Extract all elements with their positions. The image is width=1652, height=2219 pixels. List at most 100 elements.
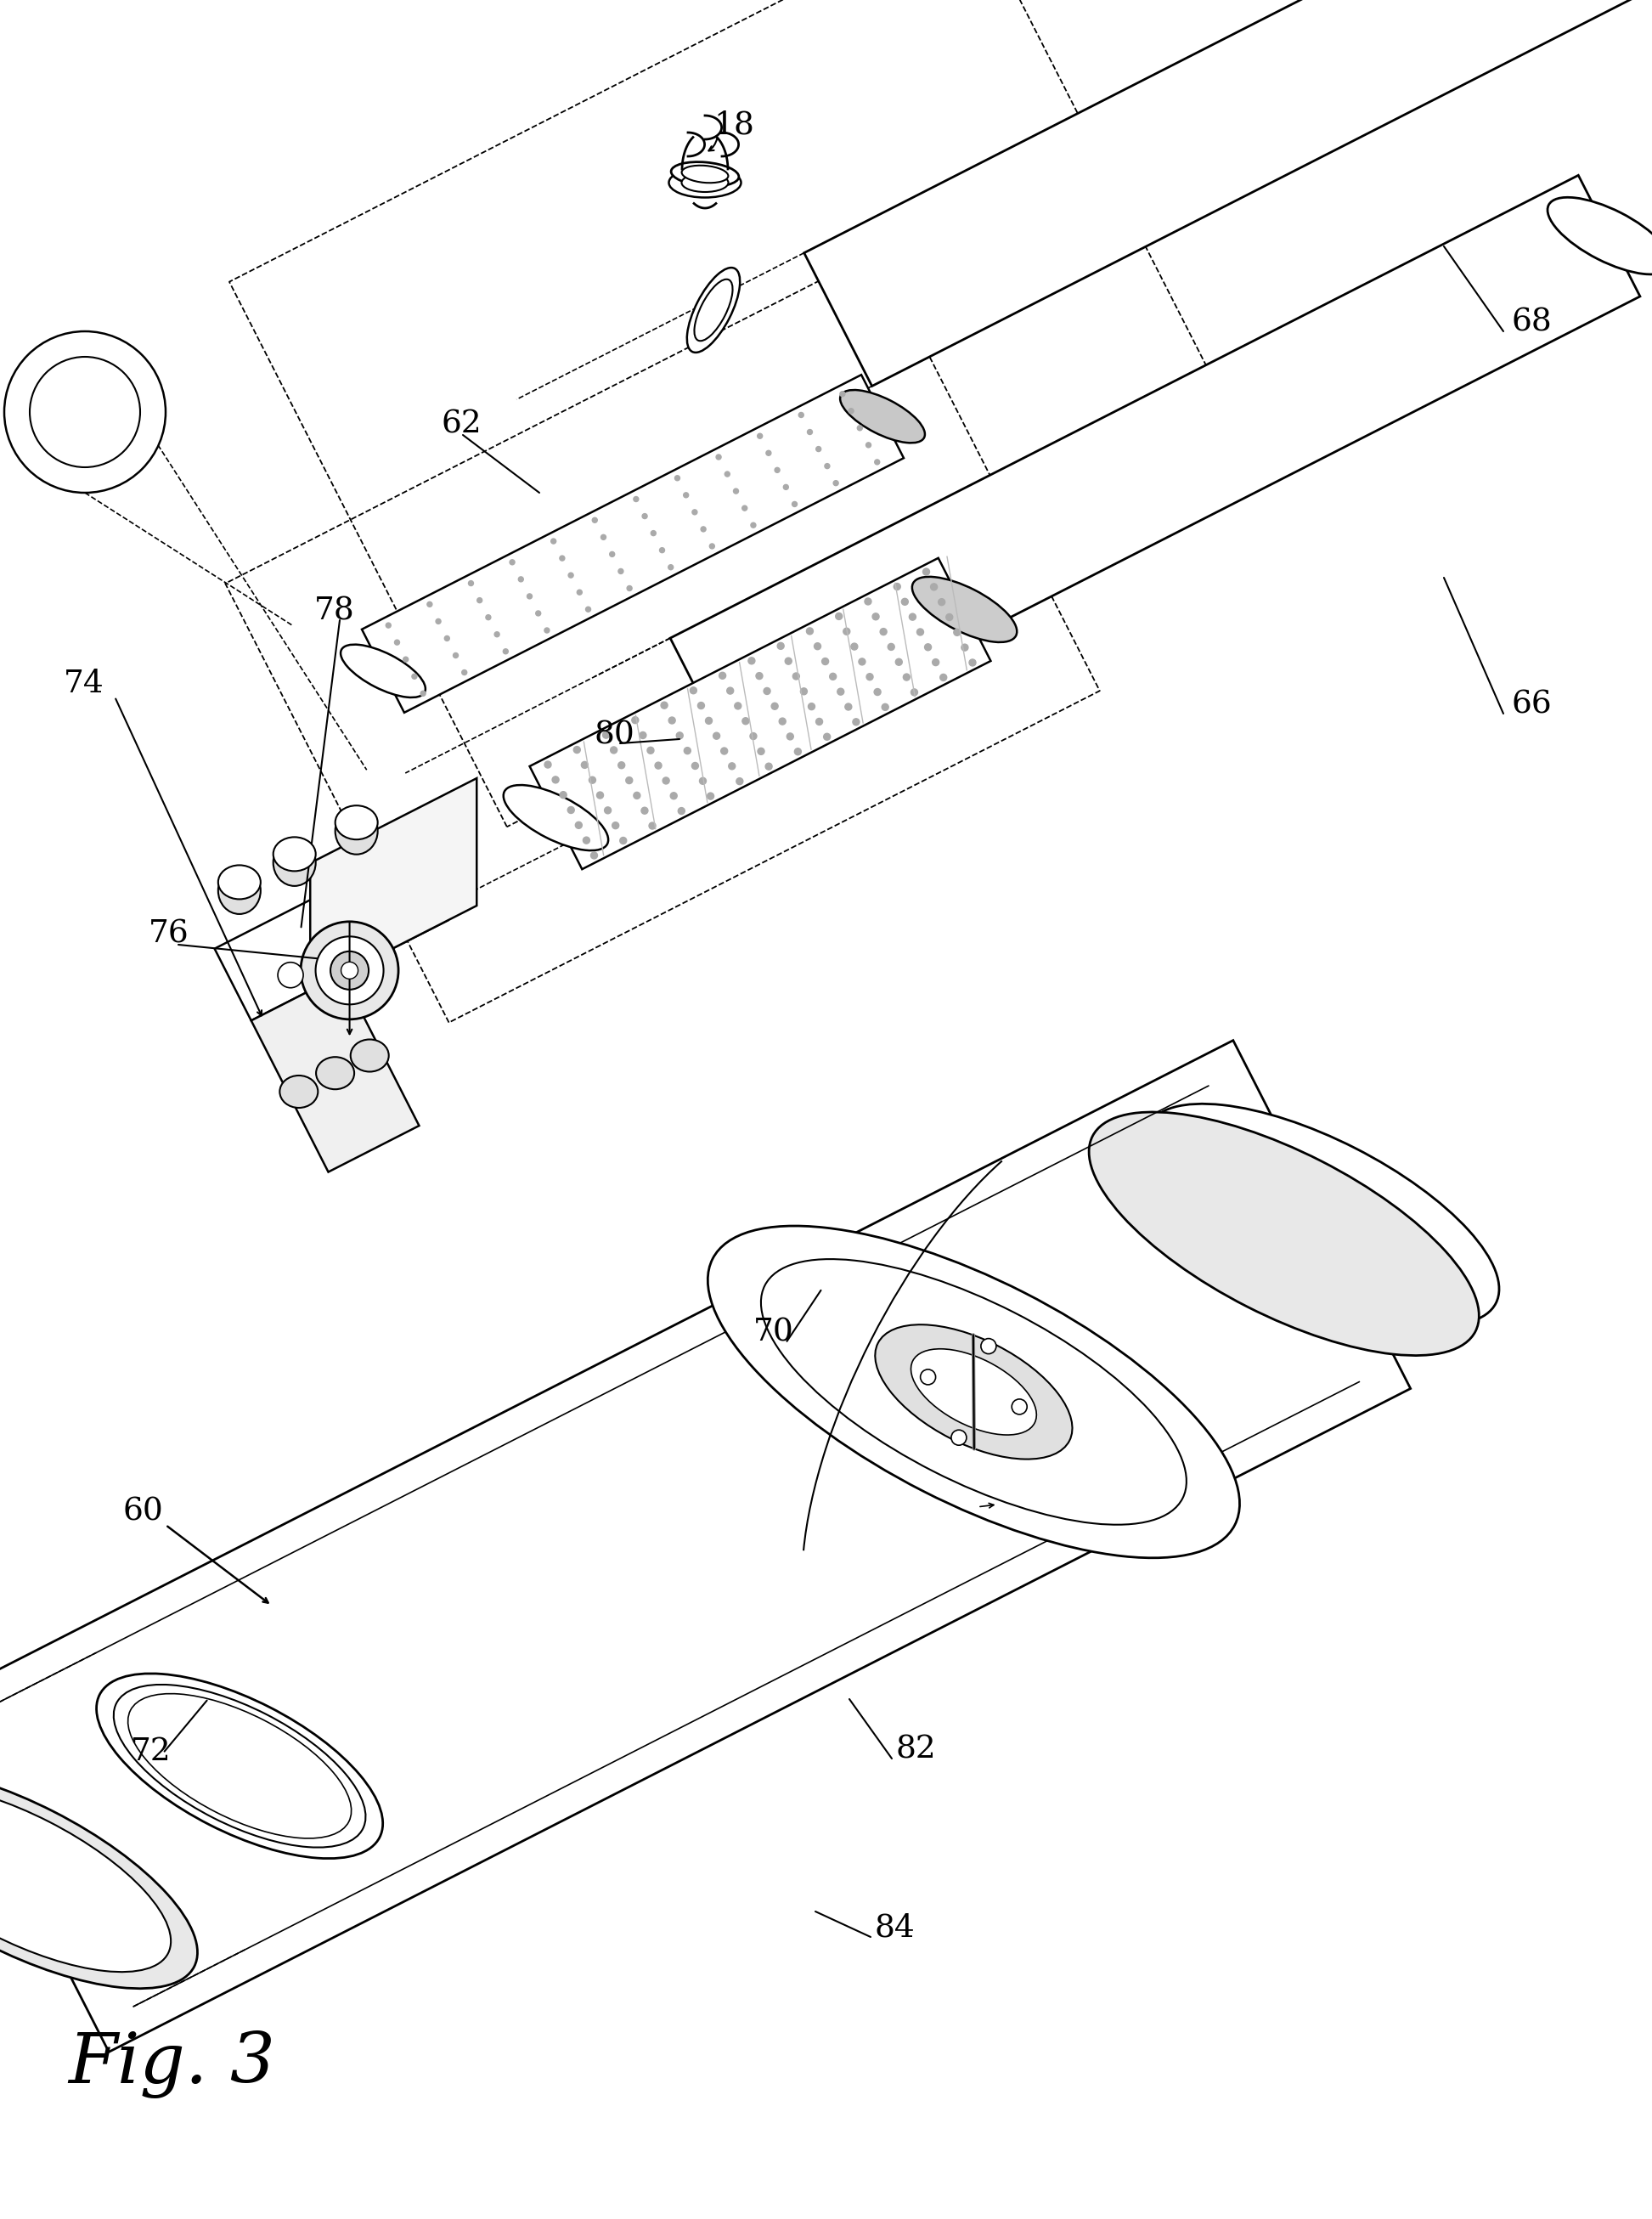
Circle shape xyxy=(778,644,785,650)
Circle shape xyxy=(866,672,874,681)
Ellipse shape xyxy=(316,936,383,1005)
Circle shape xyxy=(403,657,408,661)
Circle shape xyxy=(560,792,567,799)
Ellipse shape xyxy=(340,644,426,697)
Ellipse shape xyxy=(335,808,378,854)
Ellipse shape xyxy=(335,805,378,839)
Circle shape xyxy=(824,464,829,468)
Text: 84: 84 xyxy=(876,1913,915,1944)
Circle shape xyxy=(590,777,596,783)
Circle shape xyxy=(930,584,937,590)
Circle shape xyxy=(932,659,938,666)
Ellipse shape xyxy=(127,1693,352,1837)
Circle shape xyxy=(603,732,610,739)
Circle shape xyxy=(785,657,791,663)
Circle shape xyxy=(684,748,691,754)
Circle shape xyxy=(552,777,558,783)
Circle shape xyxy=(618,568,623,575)
Circle shape xyxy=(851,644,857,650)
Circle shape xyxy=(428,601,433,606)
Circle shape xyxy=(806,628,813,635)
Circle shape xyxy=(586,606,591,612)
Circle shape xyxy=(737,779,743,786)
Circle shape xyxy=(750,524,757,528)
Circle shape xyxy=(626,777,633,783)
Ellipse shape xyxy=(910,1349,1036,1436)
Ellipse shape xyxy=(1145,1103,1498,1325)
Ellipse shape xyxy=(669,169,742,197)
Circle shape xyxy=(613,821,620,830)
Ellipse shape xyxy=(279,1076,317,1107)
Circle shape xyxy=(857,426,862,430)
Ellipse shape xyxy=(340,963,358,979)
Circle shape xyxy=(874,688,881,695)
Circle shape xyxy=(411,675,416,679)
Circle shape xyxy=(477,597,482,604)
Circle shape xyxy=(709,544,715,548)
Ellipse shape xyxy=(876,1325,1072,1460)
Circle shape xyxy=(633,497,639,501)
Circle shape xyxy=(733,488,738,493)
Circle shape xyxy=(917,628,923,635)
Circle shape xyxy=(821,659,829,666)
Circle shape xyxy=(829,672,836,679)
Text: 62: 62 xyxy=(441,411,482,439)
Circle shape xyxy=(872,612,879,619)
Circle shape xyxy=(504,648,509,655)
Ellipse shape xyxy=(301,921,398,1019)
Circle shape xyxy=(631,717,639,723)
Text: 68: 68 xyxy=(1512,308,1553,337)
Circle shape xyxy=(692,763,699,770)
Circle shape xyxy=(387,624,392,628)
Circle shape xyxy=(671,792,677,799)
Circle shape xyxy=(527,595,532,599)
Polygon shape xyxy=(805,0,1652,386)
Circle shape xyxy=(757,433,763,439)
Ellipse shape xyxy=(0,1784,170,1973)
Circle shape xyxy=(692,510,697,515)
Circle shape xyxy=(705,717,712,723)
Circle shape xyxy=(895,659,902,666)
Circle shape xyxy=(453,652,458,659)
Ellipse shape xyxy=(841,391,925,444)
Circle shape xyxy=(940,675,947,681)
Polygon shape xyxy=(311,779,477,990)
Circle shape xyxy=(844,703,852,710)
Polygon shape xyxy=(0,1041,1411,2053)
Ellipse shape xyxy=(762,1258,1186,1524)
Circle shape xyxy=(568,808,575,814)
Polygon shape xyxy=(362,375,904,712)
Circle shape xyxy=(535,610,540,617)
Circle shape xyxy=(786,732,793,739)
Circle shape xyxy=(676,732,682,739)
Ellipse shape xyxy=(273,839,316,885)
Circle shape xyxy=(836,612,843,619)
Circle shape xyxy=(643,513,648,519)
Circle shape xyxy=(783,484,788,490)
Circle shape xyxy=(667,564,674,570)
Ellipse shape xyxy=(694,280,732,342)
Circle shape xyxy=(758,748,765,754)
Circle shape xyxy=(742,717,748,723)
Circle shape xyxy=(545,628,550,632)
Ellipse shape xyxy=(350,1038,388,1072)
Circle shape xyxy=(814,644,821,650)
Circle shape xyxy=(421,690,426,697)
Circle shape xyxy=(436,619,441,624)
Circle shape xyxy=(659,548,664,553)
Circle shape xyxy=(795,748,801,754)
Circle shape xyxy=(866,442,871,448)
Text: Fig. 3: Fig. 3 xyxy=(68,2030,276,2099)
Circle shape xyxy=(882,703,889,710)
Circle shape xyxy=(852,719,859,726)
Circle shape xyxy=(791,501,798,506)
Text: 78: 78 xyxy=(314,597,355,628)
Circle shape xyxy=(605,808,611,814)
Circle shape xyxy=(801,688,808,695)
Circle shape xyxy=(596,792,603,799)
Ellipse shape xyxy=(278,963,304,987)
Circle shape xyxy=(519,577,524,581)
Circle shape xyxy=(699,777,705,783)
Circle shape xyxy=(780,719,786,726)
Circle shape xyxy=(714,732,720,739)
